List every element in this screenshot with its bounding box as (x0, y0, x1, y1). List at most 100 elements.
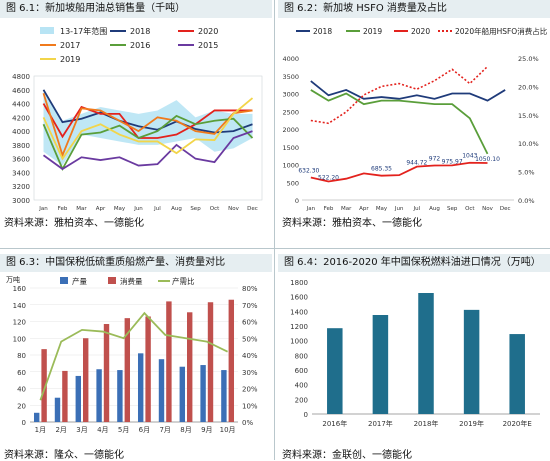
y-tick-label: 1000 (282, 162, 299, 170)
x-tick-label: 2019年 (459, 419, 484, 428)
x-tick-label: Mar (76, 206, 87, 212)
y-tick-label: 500 (287, 179, 299, 187)
y-tick-label: 1600 (290, 294, 308, 302)
unit-label: 万吨 (6, 275, 20, 284)
bar-消费量 (187, 312, 193, 422)
bar-import (327, 328, 343, 414)
x-tick-label: Apr (96, 206, 106, 212)
x-tick-label: Dec (500, 206, 511, 212)
legend-label: 2017 (60, 41, 80, 50)
x-tick-label: Jun (133, 206, 143, 212)
bar-产量 (33, 412, 40, 422)
y2-tick-label: 25.0% (518, 55, 539, 63)
legend-label: 2018 (130, 27, 150, 36)
y2-tick-label: 80% (242, 285, 258, 293)
panel-china-lsfo-production: 图 6.3：中国保税低硫重质船燃产量、消费量对比 万吨 0 20 40 60 80 100 1… (0, 254, 272, 461)
data-label: 972 (429, 155, 441, 162)
legend-label: 2016 (130, 41, 150, 50)
x-tick-label: Aug (429, 206, 440, 212)
legend-label: 消费量 (120, 276, 143, 286)
x-tick-label: Oct (465, 206, 475, 212)
legend-swatch (108, 277, 116, 284)
x-tick-label: Feb (324, 206, 334, 212)
series-line-2016 (42, 114, 254, 172)
y-tick-label: 160 (13, 285, 26, 293)
x-tick-label: Nov (482, 206, 493, 212)
x-tick-label: Nov (228, 206, 239, 212)
bar-产量 (137, 353, 144, 422)
x-tick-label: Sep (447, 206, 458, 212)
y-tick-label: 3800 (12, 142, 30, 150)
chart-singapore-hsfo-consumption: 0 500 1000 1500 2000 2500 3000 3500 4000 0.0% 5.0%… (282, 26, 547, 212)
chart-china-bonded-fuel-imports: 0 200 400 600 800 1000 1200 1400 1600 1800 2016年 20… (290, 279, 540, 428)
horizontal-divider (0, 248, 550, 249)
panel-singapore-hsfo-consumption: 图 6.2：新加坡 HSFO 消费量及占比 0 500 1000 1500 2000 25… (278, 0, 550, 230)
x-tick-label: Sep (190, 206, 201, 212)
data-label: 685.35 (371, 166, 392, 173)
x-tick-label: 6月 (139, 426, 150, 434)
panel-title: 图 6.1：新加坡船用油总销售量（千吨） (0, 0, 272, 18)
y-tick-label: 4200 (12, 114, 30, 122)
bar-消费量 (83, 338, 89, 422)
panel-china-bonded-fuel-imports: 图 6.4：2016-2020 年中国保税燃料油进口情况（万吨） 0 200 400… (278, 254, 550, 461)
y2-tick-label: 10.0% (518, 140, 539, 148)
bar-产量 (54, 397, 61, 422)
y2-tick-label: 0.0% (518, 197, 535, 205)
y2-tick-label: 0% (242, 419, 253, 427)
y-tick-label: 400 (295, 382, 308, 390)
legend-label: 产需比 (172, 276, 195, 286)
bar-消费量 (166, 301, 172, 422)
x-tick-label: 9月 (201, 426, 212, 434)
chart-china-lsfo-production: 万吨 0 20 40 60 80 100 120 140 160 0% 10% 20% 30% 40% 50%… (6, 275, 258, 434)
series-line-2019 (42, 97, 254, 161)
y2-tick-label: 70% (242, 302, 258, 310)
panel-source: 资料来源：隆众、一德能化 (4, 450, 124, 461)
data-label: 1050.10 (475, 156, 500, 163)
y-tick-label: 3000 (282, 91, 299, 99)
bar-产量 (117, 370, 123, 422)
panel-singapore-bunker-sales: 图 6.1：新加坡船用油总销售量（千吨） 3000 3200 3400 3600 380… (0, 0, 272, 230)
y2-tick-label: 15.0% (518, 112, 539, 120)
bar-产量 (179, 366, 185, 422)
y-tick-label: 60 (17, 369, 26, 377)
legend-label: 2018 (313, 27, 332, 36)
legend-label: 13-17年范围 (60, 26, 107, 36)
bar-消费量 (62, 370, 68, 422)
x-tick-label: May (376, 206, 388, 212)
data-label: 522.20 (318, 174, 339, 181)
y-tick-label: 3000 (12, 197, 30, 205)
y-tick-label: 1000 (290, 338, 308, 346)
bar-消费量 (41, 349, 47, 422)
y-tick-label: 3400 (12, 169, 30, 177)
panel-title: 图 6.3：中国保税低硫重质船燃产量、消费量对比 (0, 254, 272, 272)
x-tick-label: Mar (341, 206, 352, 212)
x-tick-label: 5月 (118, 426, 129, 434)
bar-消费量 (207, 302, 214, 422)
bar-消费量 (124, 318, 131, 422)
x-tick-label: 2月 (55, 426, 66, 434)
data-label: 632.30 (298, 168, 319, 175)
legend-label: 2019 (60, 55, 80, 64)
y-tick-label: 4400 (12, 101, 30, 109)
bar-产量 (200, 365, 206, 422)
y-tick-label: 20 (17, 402, 26, 410)
series-line-2020 (42, 103, 253, 139)
x-tick-label: 3月 (76, 426, 87, 434)
series-line-2020 (310, 161, 488, 183)
y-tick-label: 140 (13, 302, 26, 310)
legend-label: 2020 (198, 27, 218, 36)
x-tick-label: 2020年E (503, 419, 532, 428)
legend-label: 2020 (411, 27, 430, 36)
y-tick-label: 80 (17, 352, 26, 360)
x-tick-label: Jul (153, 206, 161, 212)
data-label: 975.97 (442, 158, 463, 165)
y-tick-label: 200 (295, 396, 308, 404)
panel-source: 资料来源：雅柏资本、一德能化 (282, 218, 422, 229)
y2-tick-label: 40% (242, 352, 258, 360)
x-tick-label: 1月 (35, 426, 46, 434)
bar-消费量 (145, 316, 151, 422)
data-label: 1043 (462, 153, 477, 160)
panel-title: 图 6.4：2016-2020 年中国保税燃料油进口情况（万吨） (278, 254, 550, 272)
x-tick-label: Jan (38, 206, 48, 212)
bar-import (463, 309, 480, 414)
